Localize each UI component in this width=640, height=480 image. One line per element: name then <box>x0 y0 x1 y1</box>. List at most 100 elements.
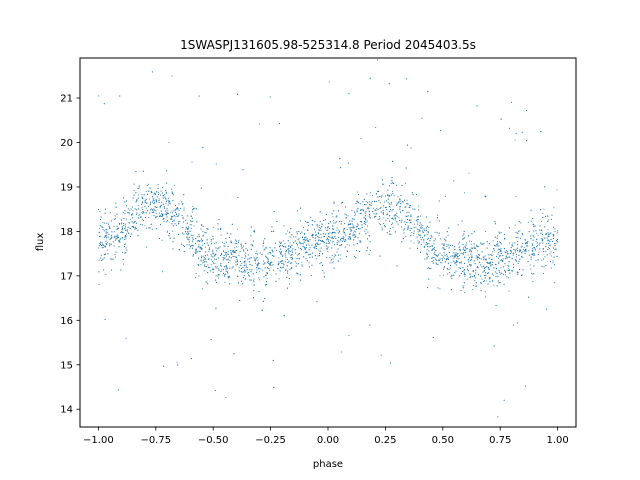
data-point <box>204 255 206 257</box>
data-point <box>469 240 471 242</box>
data-point <box>99 225 101 227</box>
data-point <box>144 225 146 227</box>
data-point <box>285 246 287 248</box>
data-point <box>234 251 237 253</box>
data-point <box>238 282 240 284</box>
data-point <box>505 255 508 257</box>
data-point <box>212 271 214 273</box>
data-point <box>159 215 161 217</box>
data-point <box>417 240 419 242</box>
data-point <box>458 262 460 264</box>
data-point <box>497 275 499 278</box>
data-point <box>430 267 432 270</box>
data-point <box>366 238 369 240</box>
data-point <box>373 213 375 215</box>
data-point <box>286 258 288 261</box>
data-point <box>401 241 403 243</box>
data-point <box>323 219 325 222</box>
data-point <box>392 191 394 193</box>
data-point <box>392 193 394 195</box>
scatter-points <box>97 59 559 418</box>
data-point <box>412 208 414 210</box>
data-point <box>182 221 185 223</box>
data-point <box>337 239 339 241</box>
data-point <box>196 251 198 253</box>
data-point <box>356 191 358 193</box>
data-point <box>238 267 240 269</box>
data-point <box>431 257 433 259</box>
data-point <box>404 206 406 208</box>
data-point <box>521 256 523 258</box>
data-point <box>375 200 378 202</box>
data-point <box>372 207 374 209</box>
data-point <box>426 256 428 259</box>
data-point <box>364 215 367 217</box>
data-point <box>166 216 168 218</box>
data-point <box>396 212 398 214</box>
data-point <box>152 196 154 198</box>
data-point <box>329 228 331 230</box>
data-point <box>235 261 237 263</box>
data-point <box>447 234 449 236</box>
data-point <box>329 231 331 233</box>
data-point <box>363 222 365 224</box>
data-point <box>337 260 339 262</box>
data-point <box>98 95 100 97</box>
data-point <box>201 244 204 246</box>
data-point <box>485 280 487 282</box>
data-point <box>226 267 228 269</box>
data-point <box>503 399 505 401</box>
data-point <box>407 225 409 227</box>
data-point <box>151 208 153 210</box>
data-point <box>330 259 332 261</box>
data-point <box>455 254 457 256</box>
data-point <box>498 252 500 254</box>
data-point <box>215 307 217 309</box>
data-point <box>175 224 177 226</box>
data-point <box>97 208 100 210</box>
data-point <box>345 240 347 242</box>
data-point <box>334 236 336 238</box>
data-point <box>333 210 335 212</box>
data-point <box>357 194 360 196</box>
data-point <box>494 223 496 225</box>
data-point <box>201 288 203 290</box>
data-point <box>455 252 457 254</box>
data-point <box>102 246 104 248</box>
data-point <box>449 255 452 257</box>
data-point <box>357 201 359 203</box>
data-point <box>527 260 529 263</box>
data-point <box>262 269 264 271</box>
data-point <box>470 260 472 262</box>
data-point <box>422 231 424 233</box>
data-point <box>365 228 367 230</box>
data-point <box>117 236 119 238</box>
data-point <box>382 214 385 216</box>
data-point <box>250 244 252 246</box>
data-point <box>348 335 350 337</box>
data-point <box>341 220 343 223</box>
data-point <box>446 254 448 256</box>
data-point <box>301 249 303 251</box>
data-point <box>348 224 350 226</box>
data-point <box>428 237 430 239</box>
data-point <box>305 247 307 249</box>
data-point <box>495 256 498 258</box>
data-point <box>171 215 173 217</box>
data-point <box>201 225 203 227</box>
data-point <box>307 229 309 231</box>
data-point <box>470 251 472 253</box>
data-point <box>308 254 310 256</box>
data-point <box>240 271 242 273</box>
data-point <box>447 262 449 264</box>
data-point <box>413 227 415 229</box>
data-point <box>361 209 363 211</box>
data-point <box>118 222 120 225</box>
data-point <box>258 291 260 293</box>
data-point <box>409 230 411 232</box>
data-point <box>124 226 126 228</box>
data-point <box>265 274 267 276</box>
data-point <box>340 237 342 239</box>
data-point <box>516 253 518 256</box>
data-point <box>492 240 494 242</box>
